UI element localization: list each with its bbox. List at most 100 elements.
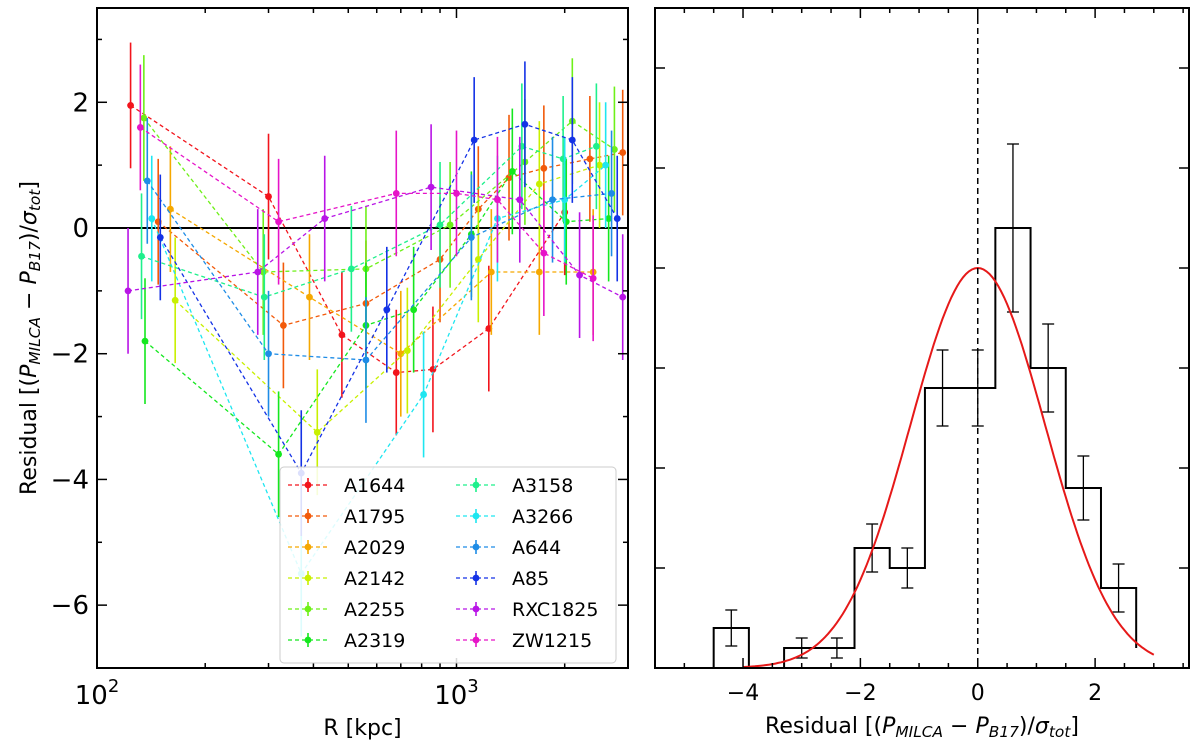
data-point [535, 180, 543, 188]
y-tick-label: 2 [72, 88, 89, 118]
x-tick-label: 2 [1088, 681, 1102, 706]
data-point [549, 196, 556, 204]
data-point [136, 124, 144, 131]
data-point [508, 168, 516, 175]
series-line [170, 208, 594, 355]
data-point [470, 136, 478, 144]
data-point [592, 142, 600, 150]
legend-item-A644: A644 [456, 537, 561, 559]
legend-marker [472, 481, 480, 489]
data-point [516, 196, 524, 204]
data-point [453, 190, 460, 197]
histogram-error-bar [1006, 143, 1019, 313]
series-A2029 [166, 146, 597, 417]
data-point [127, 102, 134, 109]
legend-label: A2142 [344, 568, 405, 590]
data-point [568, 136, 576, 144]
data-point [446, 221, 454, 229]
histogram-error-bar [901, 547, 914, 589]
legend-item-ZW1215: ZW1215 [456, 630, 592, 652]
data-point [306, 293, 313, 301]
legend-marker [472, 605, 480, 613]
data-point [254, 268, 262, 276]
legend-marker [304, 636, 312, 644]
legend-marker [304, 543, 312, 551]
data-point [602, 161, 610, 169]
x-axis-label: Residual [(PMILCA − PB17)/σtot] [765, 714, 1079, 741]
legend-item-A3266: A3266 [456, 506, 573, 528]
legend-marker [472, 636, 480, 644]
series-A2319 [141, 108, 613, 518]
legend-marker [304, 481, 312, 489]
legend-marker [304, 512, 312, 520]
data-point [124, 287, 132, 295]
data-point [596, 161, 603, 169]
data-point [392, 190, 400, 197]
legend-label: A2255 [344, 599, 405, 621]
legend-item-A85: A85 [456, 568, 549, 590]
left-plot-area [97, 42, 628, 637]
legend-label: A3158 [512, 475, 573, 497]
legend-marker [472, 512, 480, 520]
legend-label: A644 [512, 537, 561, 559]
y-tick-label: −2 [51, 340, 89, 370]
y-tick-label: −4 [51, 465, 89, 495]
data-point [321, 215, 329, 222]
series-line [157, 151, 623, 327]
legend-item-A1644: A1644 [288, 475, 405, 497]
series-line [141, 145, 597, 298]
data-point [140, 114, 148, 122]
y-tick-label: −6 [51, 591, 89, 621]
data-point [275, 218, 282, 226]
data-point [347, 265, 355, 273]
histogram-error-bar [725, 609, 738, 647]
data-point [265, 350, 272, 358]
data-point [494, 196, 501, 204]
data-point [485, 325, 493, 332]
y-axis-label: Residual [(PMILCA − PB17)/σtot] [17, 181, 44, 495]
data-point [138, 252, 145, 260]
data-point [467, 234, 475, 241]
data-point [171, 296, 179, 304]
x-axis-label: R [kpc] [323, 716, 401, 741]
legend-marker [304, 574, 312, 582]
data-point [313, 428, 321, 436]
legend-item-A1795: A1795 [288, 506, 405, 528]
histogram-error-bar [936, 349, 949, 427]
data-point [265, 193, 272, 200]
x-tick-label: 102 [75, 676, 120, 711]
gaussian-fit-curve [742, 266, 1155, 668]
data-point [427, 183, 435, 191]
series-line [144, 170, 609, 456]
data-point [410, 306, 418, 314]
legend-label: A3266 [512, 506, 573, 528]
series-line [130, 104, 566, 374]
data-point [275, 450, 282, 458]
right-axes-frame [654, 7, 1190, 669]
legend-box [279, 466, 617, 664]
series-line [174, 164, 600, 434]
histogram-error-bar [1042, 323, 1055, 413]
data-point [383, 306, 391, 314]
legend-label: A2029 [344, 537, 405, 559]
data-point [605, 215, 613, 222]
data-point [561, 196, 569, 204]
data-point [559, 155, 567, 163]
right-plot-area [712, 8, 1155, 668]
data-point [403, 347, 411, 354]
data-point [521, 120, 529, 128]
series-A3158 [138, 83, 600, 360]
histogram-error-bar [830, 637, 843, 659]
data-point [535, 268, 543, 276]
series-A644 [143, 118, 615, 423]
legend-marker [472, 574, 480, 582]
data-point [487, 268, 495, 276]
legend-label: A85 [512, 568, 549, 590]
legend-item-A2319: A2319 [288, 630, 405, 652]
data-point [148, 215, 156, 222]
series-A2142 [171, 102, 603, 496]
data-point [156, 234, 164, 241]
x-tick-label: −2 [844, 681, 876, 706]
legend-item-A2255: A2255 [288, 599, 405, 621]
